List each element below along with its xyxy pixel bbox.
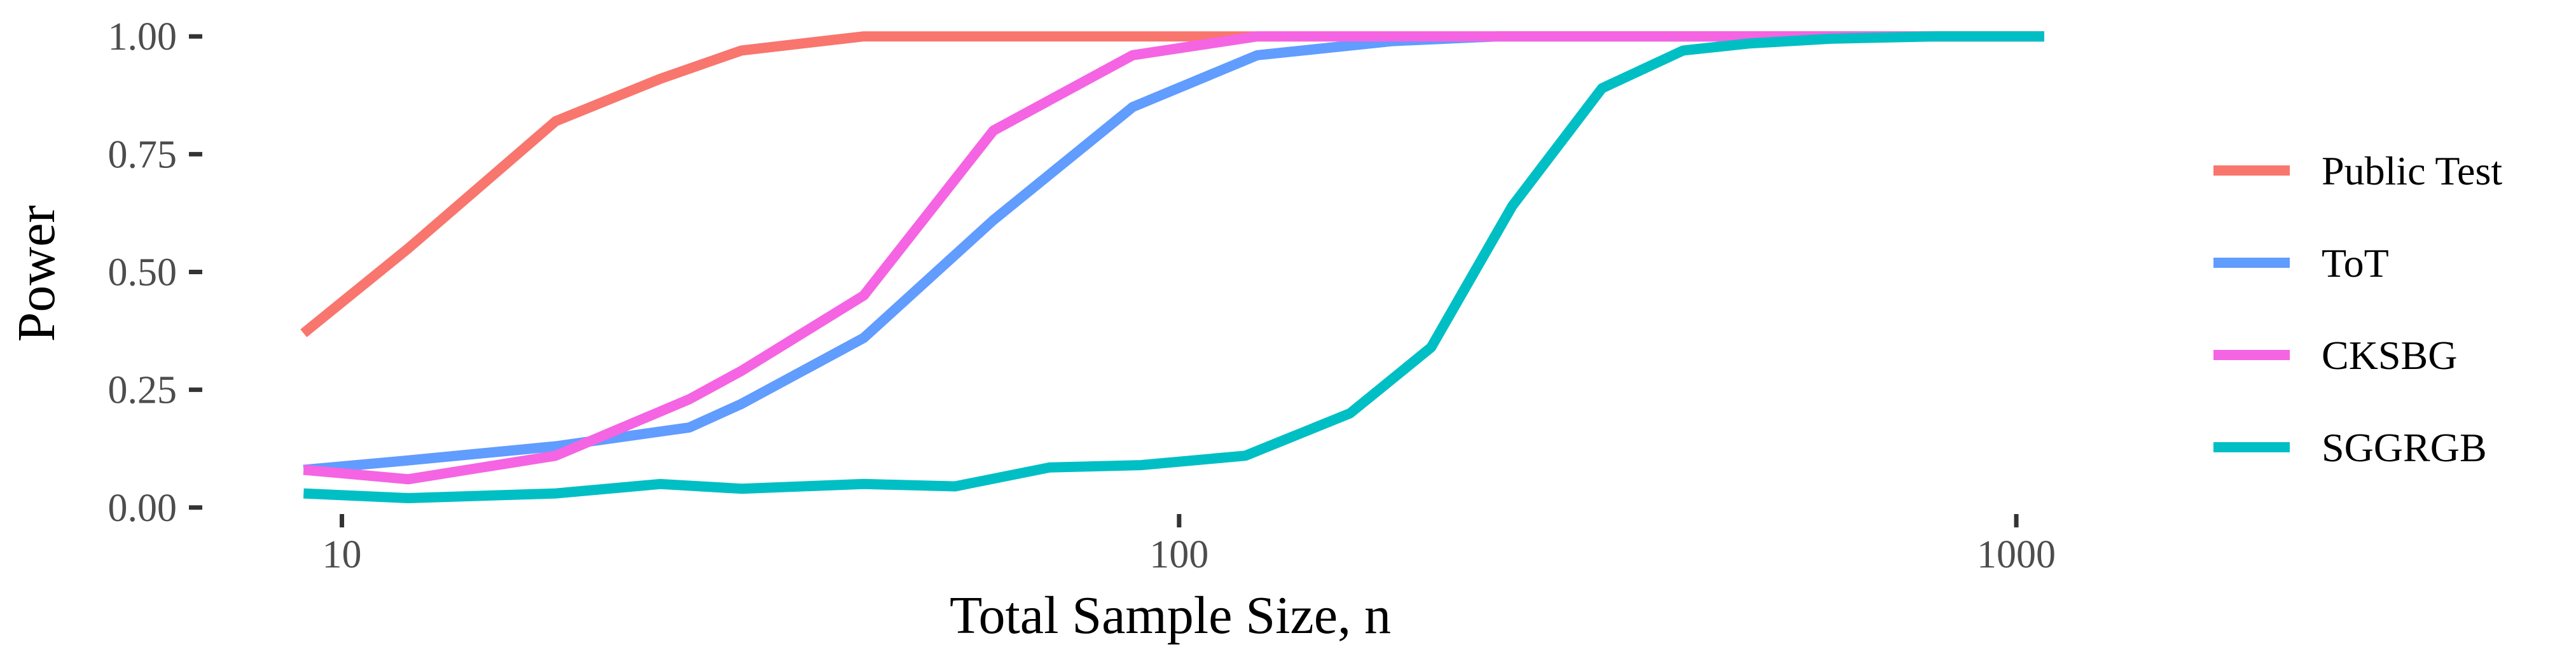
series-line-1	[303, 31, 2044, 475]
y-tick-label: 0.50	[108, 251, 177, 295]
x-axis-title: Total Sample Size, n	[950, 586, 1391, 645]
series-line-3	[303, 31, 2044, 503]
series-line-2	[303, 31, 2044, 485]
series-line-0	[300, 31, 2044, 338]
plot-area	[300, 31, 2044, 503]
x-tick-label: 100	[1149, 533, 1208, 576]
x-tick-label: 10	[322, 533, 362, 576]
y-tick-label: 0.25	[108, 369, 177, 412]
y-tick-label: 1.00	[108, 15, 177, 59]
y-axis-title: Power	[7, 205, 66, 342]
legend-label-2: CKSBG	[2322, 333, 2457, 378]
y-axis: 0.00 0.25 0.50 0.75 1.00	[108, 15, 202, 530]
x-tick-label: 1000	[1977, 533, 2056, 576]
y-tick-label: 0.00	[108, 487, 177, 530]
legend: Public Test ToT CKSBG SGGRGB	[2213, 148, 2502, 470]
x-axis: 10 100 1000	[322, 514, 2056, 576]
legend-label-0: Public Test	[2322, 148, 2502, 193]
legend-label-1: ToT	[2322, 240, 2389, 286]
y-tick-label: 0.75	[108, 133, 177, 176]
legend-label-3: SGGRGB	[2322, 425, 2487, 470]
